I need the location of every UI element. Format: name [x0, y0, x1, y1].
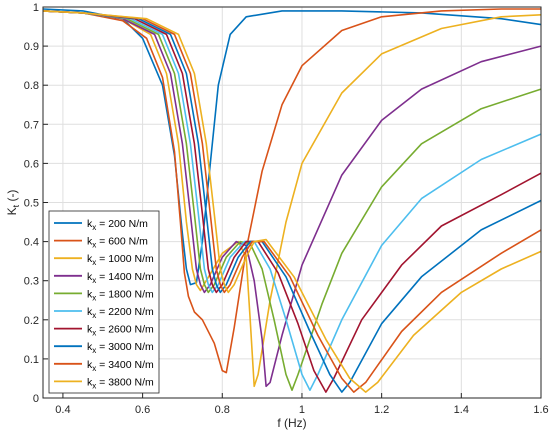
y-axis-label: Kt (-)	[5, 190, 21, 216]
legend-entry: kx = 3000 N/m	[87, 341, 154, 355]
x-tick-label: 1.6	[533, 404, 548, 416]
y-tick-label: 0.4	[24, 237, 39, 249]
axis-labels: f (Hz) Kt (-)	[5, 190, 307, 430]
y-tick-label: 0.6	[24, 158, 39, 170]
x-tick-label: 0.4	[55, 404, 70, 416]
y-tick-label: 0.3	[24, 276, 39, 288]
series-line-6	[42, 10, 542, 391]
legend-entry: kx = 600 N/m	[87, 236, 148, 250]
legend: kx = 200 N/m kx = 600 N/m kx = 1000 N/m kx …	[48, 210, 160, 394]
series-line-5	[42, 10, 542, 391]
y-tick-label: 0.7	[24, 119, 39, 131]
series-line-2	[42, 8, 541, 374]
x-tick-label: 0.8	[215, 404, 230, 416]
legend-entry: kx = 3800 N/m	[87, 376, 154, 390]
x-axis-label: f (Hz)	[277, 416, 306, 430]
legend-entry: kx = 2600 N/m	[87, 324, 154, 338]
axis-ticks: 0.4 0.6 0.8 1 1.2 1.4 1.6 0 0.1 0.2 0.3 0.4 0.5 0.6 0.…	[24, 2, 549, 416]
x-tick-label: 1.2	[374, 404, 389, 416]
y-tick-label: 0.8	[24, 80, 39, 92]
x-tick-label: 0.6	[135, 404, 150, 416]
series-lines	[42, 8, 542, 393]
x-tick-label: 1	[299, 404, 305, 416]
legend-entry: kx = 3400 N/m	[87, 359, 154, 373]
y-tick-label: 0.5	[24, 198, 39, 210]
y-tick-label: 0.9	[24, 41, 39, 53]
series-line-9	[42, 10, 542, 393]
series-line-10	[42, 10, 542, 393]
legend-entry: kx = 200 N/m	[87, 218, 148, 232]
legend-entry: kx = 1000 N/m	[87, 253, 154, 267]
y-tick-label: 1	[33, 2, 39, 14]
legend-entry: kx = 1800 N/m	[87, 288, 154, 302]
y-tick-label: 0.1	[24, 354, 39, 366]
series-line-7	[42, 10, 542, 393]
series-line-8	[42, 10, 542, 393]
series-line-4	[42, 10, 542, 388]
y-tick-label: 0.2	[24, 315, 39, 327]
x-tick-label: 1.4	[454, 404, 469, 416]
legend-entry: kx = 1400 N/m	[87, 271, 154, 285]
y-tick-label: 0	[33, 393, 39, 405]
legend-entry: kx = 2200 N/m	[87, 306, 154, 320]
